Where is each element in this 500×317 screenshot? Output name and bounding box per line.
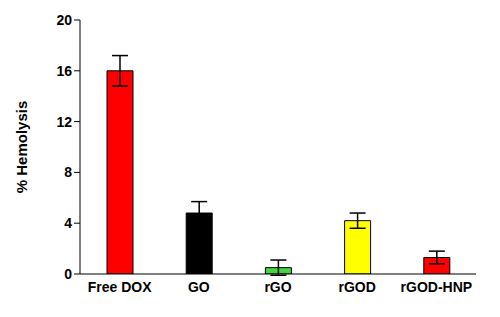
svg-text:GO: GO xyxy=(188,279,210,295)
svg-text:12: 12 xyxy=(56,114,72,130)
svg-text:rGOD: rGOD xyxy=(339,279,376,295)
svg-text:rGO: rGO xyxy=(264,279,291,295)
svg-text:4: 4 xyxy=(64,215,72,231)
svg-text:rGOD-HNP: rGOD-HNP xyxy=(401,279,473,295)
svg-text:Free DOX: Free DOX xyxy=(88,279,152,295)
svg-text:20: 20 xyxy=(56,12,72,28)
svg-text:8: 8 xyxy=(64,164,72,180)
svg-text:0: 0 xyxy=(64,266,72,282)
svg-text:% Hemolysis: % Hemolysis xyxy=(13,101,30,194)
svg-text:16: 16 xyxy=(56,63,72,79)
